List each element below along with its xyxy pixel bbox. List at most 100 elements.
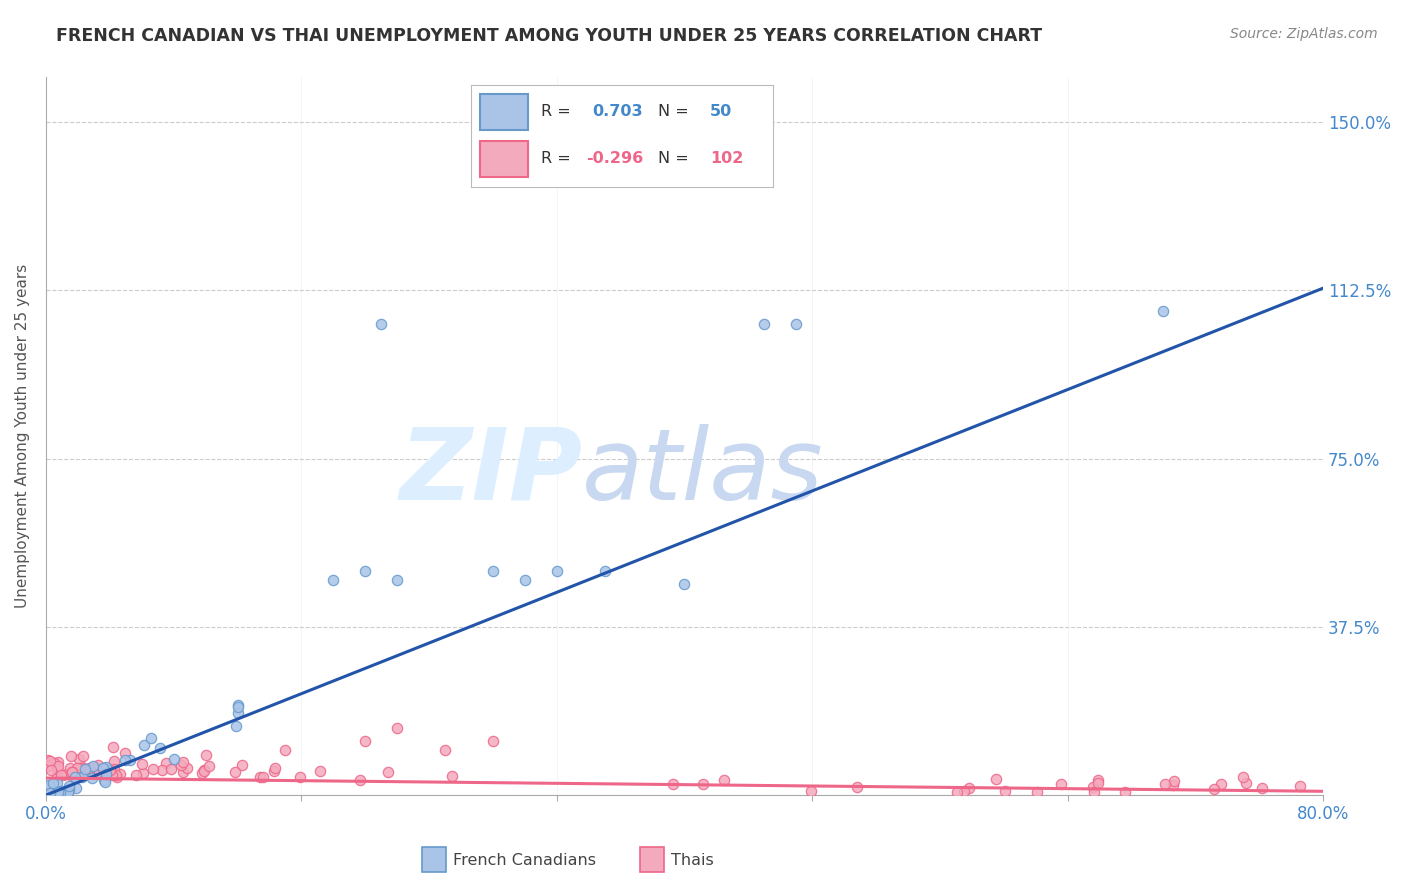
Point: [59, 761, 82, 775]
Point: [58, 779, 80, 793]
Point: [1114, 785, 1136, 799]
Point: [1083, 785, 1105, 799]
Point: [70, 760, 93, 774]
Point: [662, 777, 685, 791]
Point: [101, 740, 124, 755]
Point: [1202, 782, 1225, 797]
Point: [482, 734, 505, 748]
Point: [62, 767, 84, 781]
Point: [713, 773, 735, 788]
Point: [231, 757, 253, 772]
Point: [105, 770, 128, 784]
Point: [38, 758, 60, 772]
Point: [159, 762, 181, 776]
Point: [1087, 772, 1109, 787]
Point: [263, 764, 285, 778]
Point: [957, 781, 980, 796]
Text: ZIP: ZIP: [399, 424, 582, 521]
Point: [45, 776, 67, 790]
Point: [198, 758, 221, 772]
Point: [131, 757, 153, 772]
Point: [1163, 773, 1185, 788]
Point: [263, 761, 285, 775]
Point: [800, 784, 823, 798]
Point: [45, 769, 67, 783]
Point: [149, 741, 172, 756]
Point: [163, 751, 186, 765]
Point: [37, 753, 59, 767]
Point: [39, 786, 62, 800]
Text: R =: R =: [540, 104, 571, 120]
Point: [118, 753, 141, 767]
Point: [86, 757, 108, 772]
Text: Source: ZipAtlas.com: Source: ZipAtlas.com: [1230, 27, 1378, 41]
Point: [49, 768, 72, 782]
Point: [55, 767, 77, 781]
Point: [103, 762, 125, 776]
Point: [62, 770, 84, 784]
Point: [60, 764, 83, 779]
Point: [1234, 776, 1257, 790]
Text: N =: N =: [658, 104, 689, 120]
Point: [785, 317, 807, 331]
Text: R =: R =: [540, 151, 571, 166]
Point: [309, 764, 332, 778]
Point: [52, 768, 75, 782]
Point: [1289, 779, 1312, 793]
Point: [155, 756, 177, 770]
Point: [108, 767, 131, 781]
Point: [846, 780, 869, 794]
Point: [56, 786, 79, 800]
Point: [952, 784, 974, 798]
Point: [194, 747, 217, 762]
Point: [45, 786, 67, 800]
Point: [39, 763, 62, 777]
Text: Thais: Thais: [671, 854, 713, 868]
Point: [114, 747, 136, 761]
Point: [46, 785, 69, 799]
Point: [48, 786, 70, 800]
Point: [93, 775, 115, 789]
Point: [1050, 777, 1073, 791]
Point: [1083, 780, 1105, 794]
Point: [377, 764, 399, 779]
Point: [434, 743, 457, 757]
Point: [322, 573, 344, 587]
Point: [946, 785, 969, 799]
Point: [73, 763, 96, 777]
Point: [1025, 785, 1047, 799]
Point: [66, 761, 89, 775]
Point: [546, 564, 568, 578]
Point: [354, 734, 377, 748]
FancyBboxPatch shape: [479, 94, 529, 130]
Point: [100, 764, 122, 779]
Point: [226, 700, 249, 714]
Point: [984, 772, 1007, 786]
Point: [482, 564, 505, 578]
Point: [132, 765, 155, 780]
Point: [385, 721, 408, 735]
Point: [150, 763, 173, 777]
Point: [89, 765, 111, 780]
Point: [226, 706, 249, 720]
Point: [134, 739, 156, 753]
Point: [673, 577, 696, 591]
Point: [994, 784, 1017, 798]
Point: [172, 765, 194, 780]
Point: [385, 573, 408, 587]
Point: [170, 757, 193, 772]
Text: 50: 50: [710, 104, 733, 120]
Point: [96, 760, 118, 774]
Point: [225, 719, 247, 733]
Point: [274, 743, 297, 757]
Point: [82, 758, 104, 772]
Point: [59, 768, 82, 782]
Text: French Canadians: French Canadians: [453, 854, 596, 868]
Point: [59, 749, 82, 764]
Point: [65, 780, 87, 795]
Point: [67, 752, 90, 766]
Point: [191, 766, 214, 780]
Text: 102: 102: [710, 151, 744, 166]
Point: [60, 765, 83, 780]
Point: [42, 756, 65, 770]
